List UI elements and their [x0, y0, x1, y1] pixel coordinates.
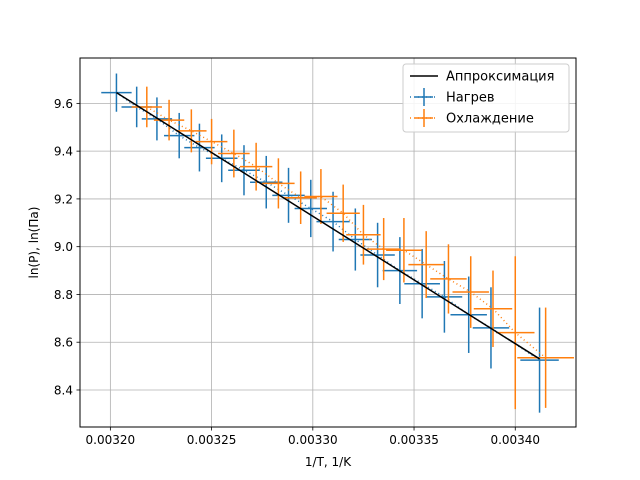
- fit-line: [116, 91, 540, 360]
- series-0-errorbar: [184, 123, 215, 172]
- legend-cooling-icon: [410, 109, 438, 127]
- series-1-errorbar: [262, 158, 295, 209]
- y-tick-label: 9.6: [54, 97, 73, 111]
- legend-fit-label: Аппроксимация: [446, 70, 554, 85]
- series-1-errorbar: [239, 142, 273, 191]
- legend-heating-icon: [410, 88, 438, 106]
- series-1-errorbar: [386, 218, 422, 283]
- plot-frame: [79, 57, 577, 428]
- legend-box: [402, 63, 570, 133]
- series-0-errorbar: [520, 307, 559, 413]
- series-1-errorbar: [366, 218, 401, 281]
- x-tick-label: 0.00335: [389, 433, 439, 447]
- series-1-errorbar: [326, 184, 360, 242]
- legend-heating-label: Нагрев: [446, 91, 494, 106]
- y-tick-label: 8.8: [54, 288, 73, 302]
- x-tick-label: 0.00330: [288, 433, 338, 447]
- series-1-errorbar: [346, 204, 381, 265]
- x-tick-label: 0.00340: [490, 433, 540, 447]
- x-tick-label: 0.00325: [187, 433, 237, 447]
- series-1-errorbar: [284, 171, 317, 224]
- series-1-errorbar: [304, 169, 338, 224]
- series-0-errorbar: [426, 261, 463, 333]
- series-1-errorbar: [473, 270, 513, 347]
- x-axis-label: 1/T, 1/K: [305, 455, 352, 469]
- series-1-errorbar: [176, 109, 207, 153]
- y-tick-label: 8.6: [54, 336, 73, 350]
- series-0-errorbar: [360, 222, 395, 288]
- series-1-errorbar: [517, 307, 574, 408]
- series-1-errorbar: [496, 256, 535, 410]
- y-axis-ticks: 8.4 8.6 8.8 9.0 9.2 9.4 9.6: [54, 97, 80, 397]
- y-tick-label: 9.2: [54, 192, 73, 206]
- series-0-errorbar: [338, 208, 372, 271]
- plot-data: [101, 73, 574, 413]
- series-1-errorbar: [218, 129, 250, 178]
- series-1-errorbar: [131, 86, 162, 128]
- legend-cooling-label: Охлаждение: [446, 112, 534, 127]
- legend: Аппроксимация Нагрев Охлаждение: [402, 63, 570, 133]
- x-axis-ticks: 0.00320 0.00325 0.00330 0.00335 0.00340: [86, 427, 540, 447]
- y-tick-label: 9.0: [54, 240, 73, 254]
- x-tick-label: 0.00320: [86, 433, 136, 447]
- series-1-errorbar: [195, 118, 228, 165]
- y-tick-label: 8.4: [54, 383, 73, 397]
- y-axis-label: ln(P), ln(Па): [27, 207, 41, 279]
- series-0-errorbar: [404, 249, 440, 319]
- grid: [80, 58, 576, 427]
- y-tick-label: 9.4: [54, 145, 73, 159]
